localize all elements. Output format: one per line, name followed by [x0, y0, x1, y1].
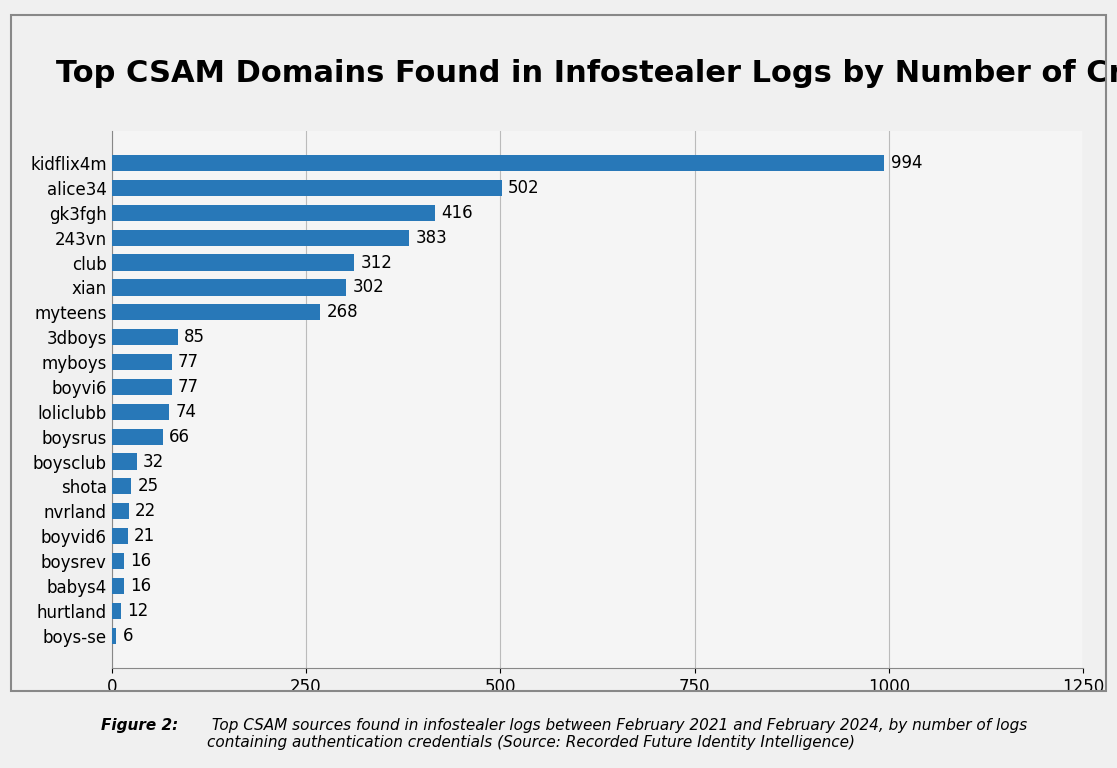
Text: 25: 25 — [137, 478, 159, 495]
Bar — [112, 230, 410, 246]
Text: 74: 74 — [175, 402, 197, 421]
Bar — [112, 578, 124, 594]
Bar — [112, 254, 354, 270]
Bar — [112, 404, 170, 420]
Bar — [112, 553, 124, 569]
Text: 16: 16 — [131, 577, 152, 595]
Text: Top CSAM sources found in infostealer logs between February 2021 and February 20: Top CSAM sources found in infostealer lo… — [207, 718, 1027, 750]
Bar — [112, 280, 346, 296]
Text: 22: 22 — [135, 502, 156, 520]
Bar — [112, 627, 116, 644]
Bar — [112, 478, 131, 495]
Text: 85: 85 — [184, 328, 206, 346]
Text: 66: 66 — [170, 428, 190, 445]
Text: 16: 16 — [131, 552, 152, 570]
Text: 994: 994 — [890, 154, 923, 172]
Bar — [112, 205, 436, 221]
Text: 312: 312 — [361, 253, 392, 272]
Text: 502: 502 — [508, 179, 540, 197]
Bar — [112, 354, 172, 370]
Text: 302: 302 — [353, 279, 384, 296]
Bar — [112, 180, 502, 196]
Text: 6: 6 — [123, 627, 133, 644]
Text: 12: 12 — [127, 602, 149, 620]
Text: 268: 268 — [326, 303, 357, 321]
Bar — [112, 379, 172, 395]
Text: Figure 2:: Figure 2: — [101, 718, 178, 733]
Bar — [112, 503, 128, 519]
Bar — [112, 155, 885, 171]
Bar — [112, 603, 121, 619]
Text: 32: 32 — [143, 452, 164, 471]
Text: 383: 383 — [416, 229, 448, 247]
Text: Top CSAM Domains Found in Infostealer Logs by Number of Credentials: Top CSAM Domains Found in Infostealer Lo… — [56, 59, 1117, 88]
Text: 21: 21 — [134, 527, 155, 545]
Bar — [112, 329, 178, 346]
Bar — [112, 304, 321, 320]
Text: 77: 77 — [178, 353, 199, 371]
Bar — [112, 429, 163, 445]
Bar — [112, 453, 136, 469]
Text: 77: 77 — [178, 378, 199, 396]
Bar — [112, 528, 128, 545]
Text: 416: 416 — [441, 204, 472, 222]
